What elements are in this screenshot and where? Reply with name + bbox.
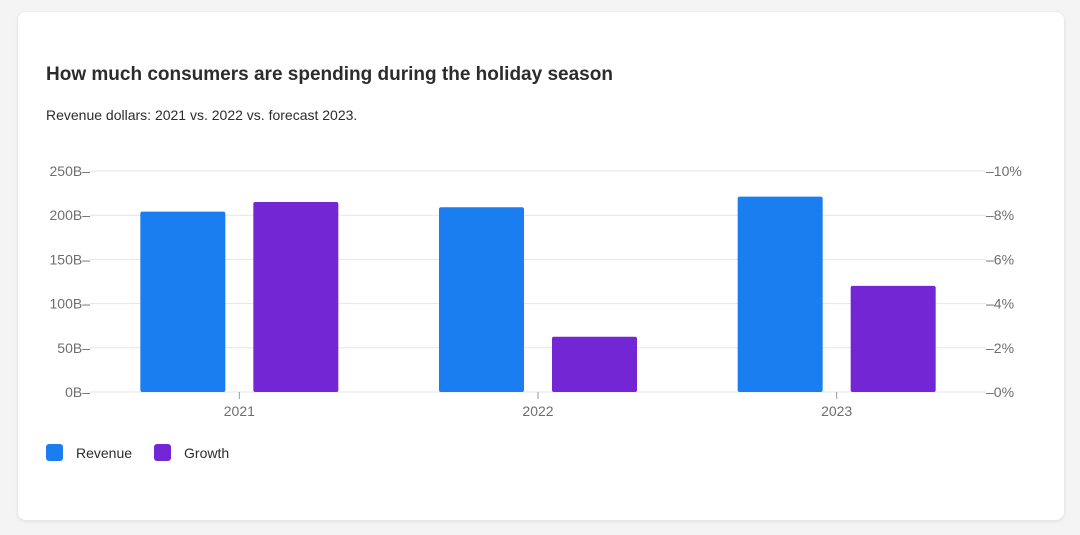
legend-swatch-growth	[154, 444, 172, 461]
bar-revenue-2023	[737, 196, 823, 392]
chart-title: How much consumers are spending during t…	[46, 64, 613, 85]
legend-label-growth: Growth	[184, 444, 230, 461]
legend-item-growth[interactable]: Growth	[154, 444, 229, 461]
bar-revenue-2021	[140, 211, 226, 392]
bar-chart: 0B– –0% 50B– –2% 100B– –4% 150B– –6% 200B– –8% 250…	[50, 163, 1022, 419]
y-right-tick-label: –8%	[986, 207, 1014, 223]
y-left-tick-label: 100B–	[50, 296, 91, 312]
bar-revenue-2022	[439, 207, 524, 392]
legend-label-revenue: Revenue	[76, 444, 133, 461]
y-right-tick-label: –10%	[986, 163, 1022, 179]
y-right-tick-label: –2%	[986, 340, 1014, 356]
bar-growth-2023	[850, 285, 936, 392]
y-right-tick-label: –0%	[986, 384, 1014, 400]
chart-subtitle: Revenue dollars: 2021 vs. 2022 vs. forec…	[46, 107, 358, 123]
y-left-tick-label: 50B–	[57, 340, 90, 356]
legend-item-revenue[interactable]: Revenue	[46, 444, 132, 461]
y-left-tick-label: 0B–	[65, 384, 90, 400]
x-tick-label: 2022	[522, 403, 553, 419]
legend: Revenue Growth	[46, 444, 251, 461]
chart-card: How much consumers are spending during t…	[18, 12, 1064, 520]
legend-swatch-revenue	[46, 444, 63, 461]
y-left-tick-label: 150B–	[50, 251, 91, 267]
bar-growth-2021	[253, 201, 339, 392]
y-left-tick-label: 200B–	[50, 207, 91, 223]
x-tick-label: 2023	[821, 403, 852, 419]
y-right-tick-label: –4%	[986, 296, 1014, 312]
bar-growth-2022	[552, 336, 637, 392]
y-right-tick-label: –6%	[986, 251, 1014, 267]
x-tick-label: 2021	[224, 403, 255, 419]
y-left-tick-label: 250B–	[50, 163, 91, 179]
